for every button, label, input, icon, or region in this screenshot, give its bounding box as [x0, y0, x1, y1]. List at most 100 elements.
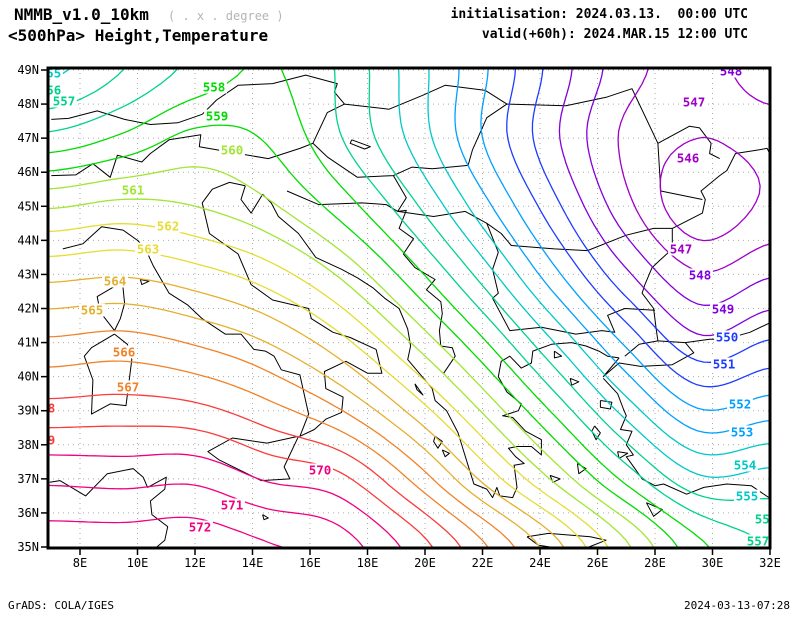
contour-line-556 — [48, 68, 770, 501]
coastline — [240, 185, 620, 499]
coastline — [591, 425, 601, 441]
y-tick-label: 36N — [17, 506, 39, 520]
contour-line-561 — [48, 198, 633, 548]
x-tick-label: 10E — [127, 556, 149, 570]
contour-label-556: 556 — [755, 512, 778, 527]
contour-line-549 — [558, 68, 770, 337]
map-interior: 5555565575585595605615625635645655665675… — [33, 66, 778, 549]
contour-line-553 — [454, 68, 770, 434]
coastline — [441, 449, 450, 458]
x-tick-label: 26E — [587, 556, 609, 570]
contour-label-mask — [102, 274, 128, 288]
y-tick-label: 49N — [17, 63, 39, 77]
contour-label-mask — [135, 242, 161, 256]
contour-label-mask — [51, 94, 77, 108]
contour-label-556: 556 — [39, 83, 62, 98]
coastline — [645, 502, 663, 517]
contour-line-572 — [48, 516, 286, 548]
contour-line-560 — [48, 166, 655, 548]
coastline — [549, 474, 561, 483]
contour-line-566 — [48, 330, 516, 548]
contour-label-mask — [681, 95, 707, 109]
y-tick-label: 35N — [17, 540, 39, 554]
contour-line-559 — [48, 124, 679, 548]
contour-label-570: 570 — [309, 463, 332, 478]
contour-line-546 — [659, 136, 761, 242]
contour-label-mask — [120, 183, 146, 197]
contour-label-557: 557 — [747, 534, 770, 549]
model-title: NMMB_v1.0_10km — [14, 5, 149, 24]
units-note: ( . x . degree ) — [168, 9, 284, 23]
contour-label-568: 568 — [33, 401, 56, 416]
y-tick-label: 48N — [17, 97, 39, 111]
contour-label-549: 549 — [712, 302, 735, 317]
contour-label-mask — [115, 380, 141, 394]
coastline — [526, 532, 607, 548]
contour-label-mask — [714, 330, 740, 344]
contour-label-552: 552 — [729, 397, 752, 412]
contour-label-572: 572 — [189, 520, 212, 535]
x-tick-label: 30E — [702, 556, 724, 570]
contour-label-mask — [48, 68, 63, 80]
contour-label-mask — [201, 80, 227, 94]
contour-label-mask — [718, 68, 744, 78]
coastline — [602, 377, 770, 499]
y-tick-label: 45N — [17, 199, 39, 213]
x-tick-label: 18E — [357, 556, 379, 570]
contour-label-mask — [734, 489, 760, 503]
contour-label-546: 546 — [677, 151, 700, 166]
contour-label-550: 550 — [716, 330, 739, 345]
x-tick-label: 14E — [242, 556, 264, 570]
contour-label-mask — [675, 151, 701, 165]
contour-label-mask — [187, 520, 213, 534]
contour-label-mask — [687, 268, 713, 282]
contour-label-562: 562 — [157, 219, 180, 234]
coastline — [96, 274, 126, 332]
contour-line-554 — [427, 68, 770, 456]
contour-line-568 — [48, 393, 463, 548]
contour-line-547 — [617, 68, 770, 273]
y-tick-label: 41N — [17, 336, 39, 350]
contour-label-mask — [219, 498, 245, 512]
contour-label-555: 555 — [39, 66, 62, 81]
contour-label-558: 558 — [203, 80, 226, 95]
y-tick-label: 38N — [17, 438, 39, 452]
contour-label-mask — [48, 433, 57, 447]
coastline — [641, 147, 770, 341]
valid-time: valid(+60h): 2024.MAR.15 12:00 UTC — [481, 27, 748, 42]
contour-line-563 — [48, 249, 588, 548]
contour-label-547: 547 — [670, 242, 693, 257]
contour-label-551: 551 — [713, 357, 736, 372]
coastline — [312, 84, 508, 178]
contour-label-mask — [219, 143, 245, 157]
contour-label-mask — [204, 109, 230, 123]
x-tick-label: 8E — [73, 556, 87, 570]
creation-timestamp: 2024-03-13-07:28 — [684, 599, 790, 612]
y-tick-label: 37N — [17, 472, 39, 486]
contour-line-564 — [48, 276, 565, 548]
contour-line-562 — [48, 222, 610, 548]
contour-line-555 — [48, 68, 770, 478]
coastline — [506, 88, 703, 200]
coastline — [553, 350, 563, 359]
coastline — [349, 139, 371, 150]
x-tick-label: 12E — [184, 556, 206, 570]
contour-label-554: 554 — [734, 458, 757, 473]
contour-label-mask — [753, 512, 770, 526]
contour-label-571: 571 — [221, 498, 244, 513]
y-tick-label: 43N — [17, 267, 39, 281]
coastline — [139, 279, 150, 286]
contour-label-560: 560 — [221, 143, 244, 158]
coastline — [392, 175, 456, 374]
contour-line-569 — [48, 425, 434, 548]
x-tick-label: 16E — [299, 556, 321, 570]
contour-label-555: 555 — [736, 489, 759, 504]
contour-label-563: 563 — [137, 242, 160, 257]
x-tick-label: 32E — [759, 556, 781, 570]
contour-label-566: 566 — [113, 345, 136, 360]
contour-line-570 — [48, 453, 402, 548]
coastline — [62, 181, 383, 437]
y-tick-label: 47N — [17, 131, 39, 145]
contour-line-550 — [531, 68, 770, 363]
